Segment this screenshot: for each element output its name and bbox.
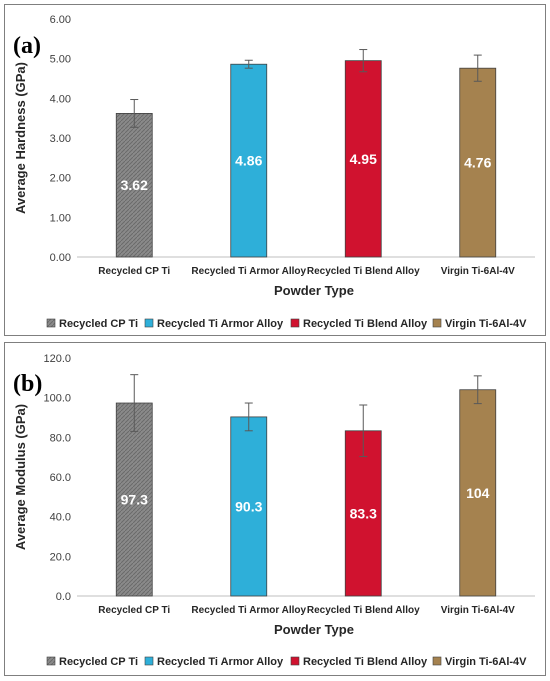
x-tick-label: Recycled Ti Armor Alloy: [191, 605, 306, 616]
bar: [459, 67, 497, 258]
bar: [230, 416, 268, 597]
legend-item: Recycled CP Ti: [46, 656, 138, 668]
y-tick-label: 20.0: [50, 551, 71, 563]
x-tick-label: Recycled Ti Blend Alloy: [307, 605, 420, 616]
error-bar: [473, 375, 482, 405]
legend-swatch: [144, 656, 154, 666]
panel-label: (a): [13, 33, 41, 59]
panel-label: (b): [13, 371, 42, 397]
hardness-chart: (a) 0.00 1.00 2.00 3.00 4.00 5.00 6.00 3.62 Recy…: [13, 14, 535, 330]
modulus-chart: (b) 0.0 20.0 40.0 60.0 80.0 100.0 120.0 97.3 Rec…: [13, 353, 535, 668]
y-tick-label: 1.00: [50, 212, 71, 224]
x-tick-label: Recycled Ti Blend Alloy: [307, 266, 420, 277]
y-tick-label: 2.00: [50, 173, 71, 185]
legend-swatch: [432, 318, 442, 328]
bar: [344, 60, 382, 258]
bar: [115, 402, 153, 597]
legend-label: Recycled Ti Blend Alloy: [303, 318, 428, 330]
legend-label: Recycled Ti Armor Alloy: [157, 318, 284, 330]
error-bar: [130, 99, 139, 128]
x-tick-label: Recycled CP Ti: [98, 605, 170, 616]
data-label: 97.3: [121, 492, 148, 508]
legend-swatch: [46, 318, 56, 328]
y-axis-title: Average Modulus (GPa): [13, 404, 28, 550]
y-tick-label: 0.00: [50, 252, 71, 264]
y-tick-label: 6.00: [50, 14, 71, 26]
data-label: 4.95: [350, 151, 377, 167]
hardness-chart-panel: (a) 0.00 1.00 2.00 3.00 4.00 5.00 6.00 3.62 Recy…: [4, 4, 546, 336]
data-label: 104: [466, 485, 490, 501]
y-tick-label: 60.0: [50, 472, 71, 484]
error-bar: [359, 49, 368, 73]
legend-item: Recycled Ti Blend Alloy: [290, 318, 428, 330]
x-axis-title: Powder Type: [274, 283, 354, 298]
y-tick-label: 120.0: [43, 353, 71, 365]
data-label: 3.62: [121, 177, 148, 193]
y-tick-label: 80.0: [50, 432, 71, 444]
error-bar: [473, 54, 482, 82]
legend-item: Virgin Ti-6Al-4V: [432, 656, 527, 668]
y-tick-label: 4.00: [50, 93, 71, 105]
legend-label: Recycled Ti Armor Alloy: [157, 656, 284, 668]
error-bar: [359, 404, 368, 458]
y-axis-title: Average Hardness (GPa): [13, 62, 28, 214]
x-tick-label: Virgin Ti-6Al-4V: [441, 605, 515, 616]
error-bar: [244, 402, 253, 432]
x-axis-title: Powder Type: [274, 622, 354, 637]
x-tick-label: Recycled CP Ti: [98, 266, 170, 277]
legend-label: Virgin Ti-6Al-4V: [445, 656, 527, 668]
bar: [230, 63, 268, 258]
legend-item: Virgin Ti-6Al-4V: [432, 318, 527, 330]
legend-swatch: [46, 656, 56, 666]
modulus-chart-panel: (b) 0.0 20.0 40.0 60.0 80.0 100.0 120.0 97.3 Rec…: [4, 342, 546, 676]
data-label: 4.76: [464, 155, 491, 171]
legend-item: Recycled CP Ti: [46, 318, 138, 330]
y-tick-label: 40.0: [50, 512, 71, 524]
legend-swatch: [290, 318, 300, 328]
x-tick-label: Virgin Ti-6Al-4V: [441, 266, 515, 277]
y-tick-label: 3.00: [50, 133, 71, 145]
legend-item: Recycled Ti Armor Alloy: [144, 318, 284, 330]
legend-label: Recycled Ti Blend Alloy: [303, 656, 428, 668]
legend-label: Recycled CP Ti: [59, 656, 138, 668]
legend-item: Recycled Ti Armor Alloy: [144, 656, 284, 668]
data-label: 90.3: [235, 498, 262, 514]
data-label: 83.3: [350, 505, 377, 521]
error-bar: [130, 374, 139, 432]
legend-label: Recycled CP Ti: [59, 318, 138, 330]
error-bar: [244, 59, 253, 69]
legend-swatch: [432, 656, 442, 666]
y-tick-label: 100.0: [43, 393, 71, 405]
bar: [459, 389, 497, 597]
legend-swatch: [290, 656, 300, 666]
bar: [115, 113, 153, 258]
legend-label: Virgin Ti-6Al-4V: [445, 318, 527, 330]
bar: [344, 430, 382, 597]
y-tick-label: 0.0: [56, 591, 71, 603]
data-label: 4.86: [235, 153, 262, 169]
legend-item: Recycled Ti Blend Alloy: [290, 656, 428, 668]
x-tick-label: Recycled Ti Armor Alloy: [191, 266, 306, 277]
legend-swatch: [144, 318, 154, 328]
y-tick-label: 5.00: [50, 54, 71, 66]
